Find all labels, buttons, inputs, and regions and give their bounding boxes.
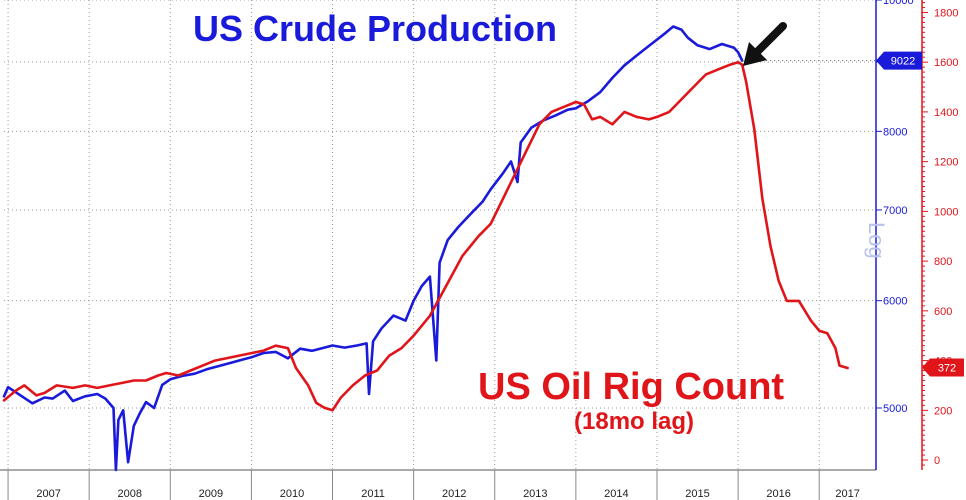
left-axis-tick-label: 5000 (883, 403, 907, 415)
right-axis-tick-label: 1600 (934, 57, 958, 69)
left-axis-tick-label: 7000 (883, 205, 907, 217)
annotation-layer: 9022 372 (742, 22, 964, 377)
rig-count-title: US Oil Rig Count (478, 366, 785, 408)
x-tick-label: 2009 (199, 488, 223, 500)
x-tick-label: 2012 (442, 488, 466, 500)
right-axis-tick-label: 0 (934, 455, 940, 467)
production-last-value-label: 9022 (891, 56, 915, 68)
x-tick-label: 2011 (361, 488, 385, 500)
right-axis-tick-label: 800 (934, 256, 952, 268)
right-axis-tick-label: 1400 (934, 107, 958, 119)
pointer-arrow-head (743, 42, 767, 66)
x-tick-label: 2010 (280, 488, 304, 500)
rig-count-last-value-tag (922, 358, 964, 377)
right-axis-tick-label: 1000 (934, 206, 958, 218)
x-tick-label: 2007 (36, 488, 60, 500)
series-layer (2, 25, 849, 472)
right-axis-tick-label: 600 (934, 306, 952, 318)
right-axis-tick-label: 1800 (934, 7, 958, 19)
left-axis-tick-label: 8000 (883, 126, 907, 138)
production-last-value-tag (876, 51, 922, 70)
right-axis-tick-label: 200 (934, 405, 952, 417)
right-axis-tick-label: 1200 (934, 157, 958, 169)
right-axis: 020040060080010001200140016001800 (921, 0, 958, 470)
x-tick-label: 2014 (604, 488, 628, 500)
rigs-series-line (2, 60, 849, 412)
production-series-line (2, 25, 744, 472)
rig-count-last-value-label: 372 (938, 363, 956, 375)
x-tick-label: 2017 (835, 488, 859, 500)
left-axis-tick-label: 6000 (883, 296, 907, 308)
log-scale-label: Log (864, 222, 889, 259)
x-axis-background (0, 470, 876, 500)
x-tick-label: 2013 (523, 488, 547, 500)
x-tick-label: 2008 (117, 488, 141, 500)
grid (4, 0, 876, 470)
x-axis-band: 2007 2008 2009 2010 2011 2012 2013 2014 2015 2016… (0, 469, 876, 500)
left-axis-tick-label: 10000 (883, 0, 914, 7)
x-tick-label: 2016 (766, 488, 790, 500)
x-tick-label: 2015 (685, 488, 709, 500)
production-title: US Crude Production (193, 8, 558, 49)
rig-lag-subtitle: (18mo lag) (574, 408, 695, 435)
